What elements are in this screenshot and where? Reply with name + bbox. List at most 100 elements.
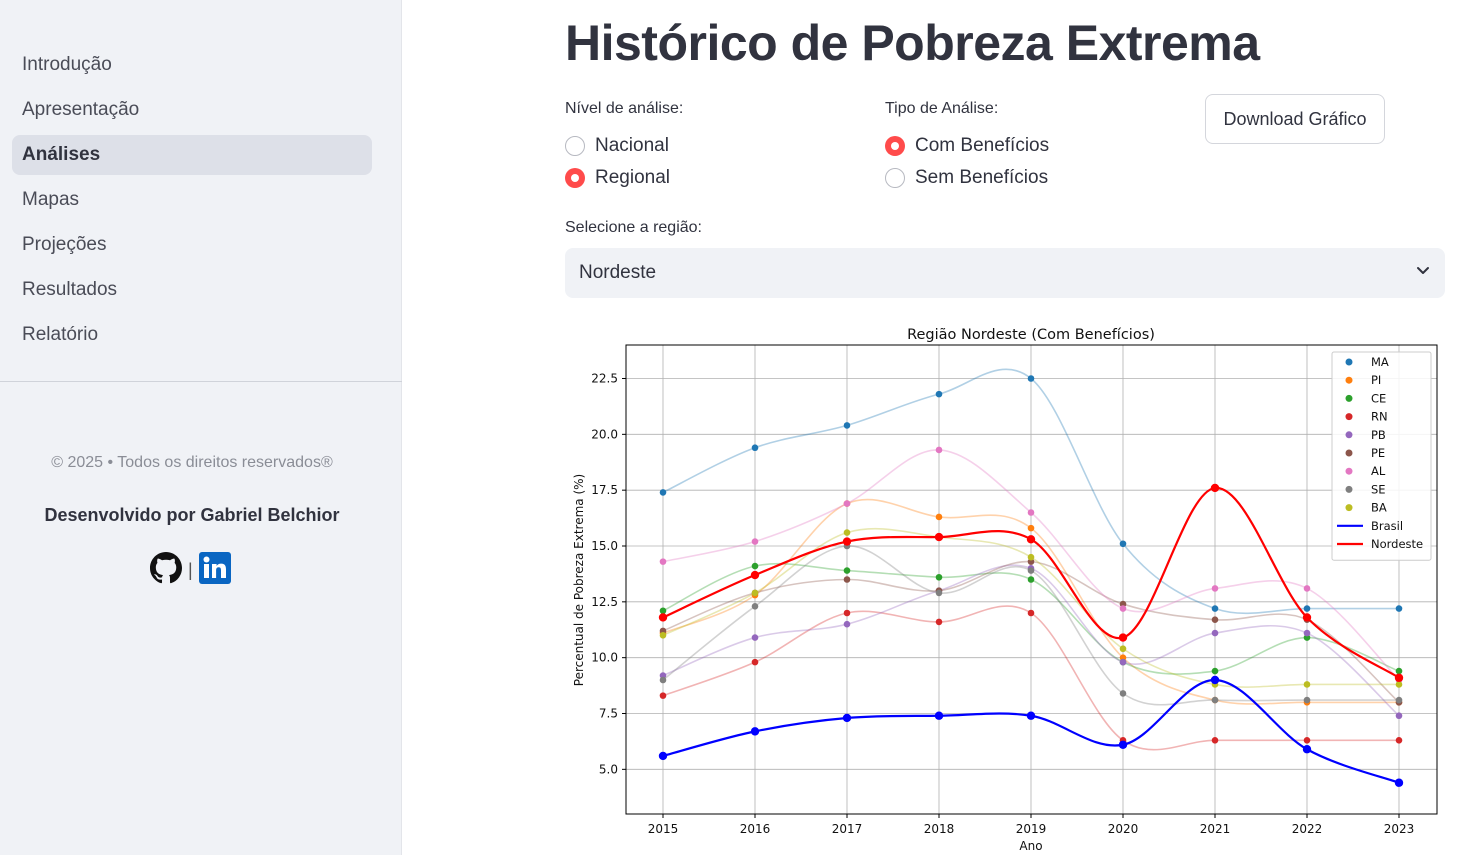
social-links: | (150, 552, 231, 589)
data-point-ba (843, 529, 851, 536)
data-point-al (843, 500, 851, 507)
data-point-rn (659, 692, 667, 699)
type-label: Tipo de Análise: (885, 100, 999, 117)
x-tick-label: 2021 (1200, 822, 1231, 836)
region-select[interactable]: Nordeste (565, 248, 1445, 298)
sidebar-item-resultados[interactable]: Resultados (22, 279, 118, 300)
github-icon[interactable] (150, 552, 182, 589)
chevron-down-icon (1415, 262, 1431, 284)
data-point-pe (1211, 616, 1219, 623)
data-point-al (751, 538, 759, 545)
data-point-pi (935, 513, 943, 521)
legend-box (1331, 351, 1432, 561)
separator-glyph: | (188, 560, 193, 580)
radio-sem-beneficios[interactable]: Sem Benefícios (885, 167, 1048, 189)
data-point-se (659, 676, 667, 684)
level-label: Nível de análise: (565, 100, 684, 117)
data-point-ba (1119, 645, 1127, 653)
linkedin-icon[interactable] (198, 552, 231, 589)
data-point-se (1119, 690, 1127, 697)
data-point-ma (843, 422, 851, 429)
data-point-brasil (750, 727, 760, 736)
data-point-rn (935, 618, 943, 626)
radio-circle (565, 136, 585, 156)
data-point-ce (1027, 576, 1035, 583)
sidebar-item-analises[interactable]: Análises (12, 135, 372, 175)
page-title: Histórico de Pobreza Extrema (565, 15, 1260, 71)
data-point-brasil (658, 751, 668, 761)
data-point-se (1027, 567, 1035, 574)
y-tick-label: 12.5 (591, 595, 618, 609)
data-point-se (1211, 696, 1219, 704)
legend-swatch-ce (1345, 394, 1353, 402)
data-point-se (935, 589, 943, 597)
legend-swatch-pi (1345, 376, 1353, 384)
legend-label-ma: MA (1371, 355, 1389, 369)
radio-nacional[interactable]: Nacional (565, 135, 669, 157)
series-line-al (662, 449, 1400, 681)
sidebar-item-relatorio[interactable]: Relatório (22, 324, 99, 345)
sidebar-item-apresentacao[interactable]: Apresentação (22, 99, 140, 120)
data-point-ce (1211, 667, 1219, 675)
data-point-se (751, 603, 759, 610)
data-point-al (1211, 585, 1219, 592)
radio-regional[interactable]: Regional (565, 167, 670, 189)
data-point-ce (935, 573, 943, 581)
legend-label-brasil: Brasil (1371, 519, 1403, 533)
data-point-al (935, 446, 943, 454)
data-point-brasil (1302, 745, 1312, 754)
data-point-ma (1303, 605, 1311, 612)
data-point-nordeste (842, 537, 852, 546)
radio-label: Com Benefícios (915, 135, 1050, 156)
download-chart-button[interactable]: Download Gráfico (1205, 94, 1385, 144)
y-tick-label: 5.0 (599, 762, 618, 776)
sidebar-item-mapas[interactable]: Mapas (22, 189, 80, 210)
series-line-nordeste (662, 486, 1400, 679)
data-point-ce (659, 607, 667, 615)
data-point-pb (843, 620, 851, 628)
data-point-pb (1303, 629, 1311, 637)
data-point-se (1395, 696, 1403, 704)
data-point-ba (751, 589, 759, 597)
legend-swatch-pb (1345, 431, 1353, 439)
legend-label-ce: CE (1371, 391, 1386, 405)
legend-label-pb: PB (1371, 428, 1386, 442)
data-point-rn (751, 658, 759, 666)
data-point-rn (1211, 737, 1219, 744)
legend-swatch-pe (1345, 449, 1353, 457)
series-line-brasil (662, 678, 1400, 784)
plot-frame (625, 344, 1438, 815)
data-point-ma (1027, 375, 1035, 382)
sidebar-item-projecoes[interactable]: Projeções (22, 234, 107, 255)
radio-com-beneficios[interactable]: Com Benefícios (885, 135, 1049, 157)
y-tick-label: 22.5 (591, 372, 618, 386)
legend-label-pe: PE (1371, 446, 1385, 460)
data-point-nordeste (934, 532, 944, 542)
sidebar-item-introducao[interactable]: Introdução (22, 54, 112, 75)
data-point-ba (659, 632, 667, 639)
y-tick-label: 7.5 (599, 707, 618, 721)
sidebar-divider (0, 381, 402, 382)
data-point-al (659, 558, 667, 565)
copyright-text: © 2025 • Todos os direitos reservados® (51, 454, 333, 471)
data-point-ba (1395, 681, 1403, 688)
x-axis-label: Ano (1019, 839, 1042, 853)
chart-title: Região Nordeste (Com Benefícios) (907, 327, 1155, 343)
data-point-ma (659, 489, 667, 496)
data-point-ce (751, 562, 759, 570)
sidebar-nav: Introdução Apresentação Análises Mapas P… (12, 45, 372, 360)
legend-label-al: AL (1371, 464, 1386, 478)
x-tick-label: 2018 (924, 822, 955, 836)
data-point-pb (1395, 712, 1403, 720)
data-point-rn (1303, 737, 1311, 744)
legend-swatch-ma (1345, 358, 1353, 366)
developer-credit: Desenvolvido por Gabriel Belchior (44, 505, 340, 525)
data-point-pb (1211, 629, 1219, 637)
x-tick-label: 2019 (1016, 822, 1047, 836)
legend-label-rn: RN (1371, 410, 1388, 424)
data-point-pe (843, 576, 851, 583)
y-tick-label: 15.0 (591, 539, 618, 553)
data-point-brasil (1026, 711, 1036, 720)
data-point-nordeste (1394, 673, 1404, 682)
radio-circle-selected (565, 168, 585, 188)
